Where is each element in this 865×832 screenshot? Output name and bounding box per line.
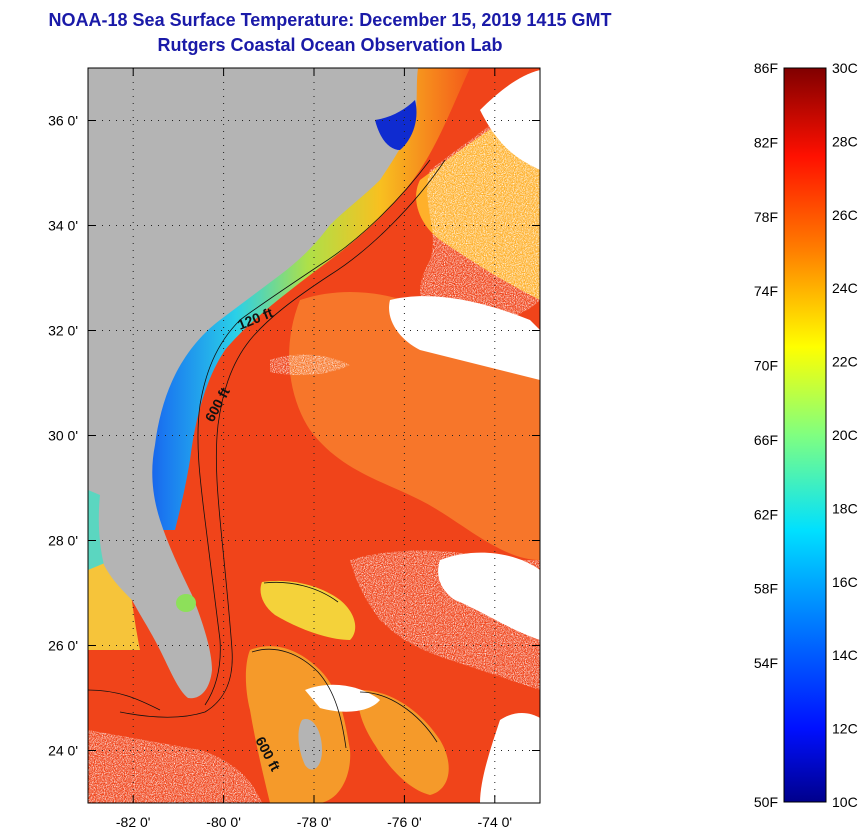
lat-tick-label: 30 0' xyxy=(48,428,78,444)
map-title: NOAA-18 Sea Surface Temperature: Decembe… xyxy=(48,10,612,30)
colorbar-label-c: 24C xyxy=(832,280,858,296)
lake-okeechobee xyxy=(176,594,196,612)
lon-tick-label: -76 0' xyxy=(387,814,422,830)
pamlico-sound xyxy=(375,100,417,150)
lat-tick-label: 32 0' xyxy=(48,323,78,339)
lon-tick-label: -74 0' xyxy=(478,814,513,830)
lon-tick-label: -80 0' xyxy=(206,814,241,830)
colorbar-label-c: 22C xyxy=(832,354,858,370)
colorbar-label-c: 20C xyxy=(832,427,858,443)
colorbar-label-f: 66F xyxy=(754,432,778,448)
colorbar-label-c: 12C xyxy=(832,721,858,737)
colorbar-label-c: 28C xyxy=(832,133,858,149)
colorbar-label-f: 54F xyxy=(754,655,778,671)
longitude-axis: -82 0' -80 0' -78 0' -76 0' -74 0' xyxy=(116,68,512,830)
bathymetry-contours xyxy=(88,159,446,749)
colorbar-label-f: 62F xyxy=(754,506,778,522)
lat-tick-label: 24 0' xyxy=(48,743,78,759)
colorbar-labels-celsius: 30C 28C 26C 24C 22C 20C 18C 16C 14C 12C 10C xyxy=(832,60,858,810)
bahamas-bank-south xyxy=(358,690,449,795)
map-subtitle: Rutgers Coastal Ocean Observation Lab xyxy=(157,35,503,55)
colorbar-label-c: 26C xyxy=(832,207,858,223)
colorbar xyxy=(783,67,827,803)
colorbar-label-f: 74F xyxy=(754,283,778,299)
bahamas-bank-north xyxy=(260,580,356,640)
colorbar-label-c: 16C xyxy=(832,574,858,590)
colorbar-label-f: 82F xyxy=(754,134,778,150)
colorbar-label-c: 10C xyxy=(832,794,858,810)
colorbar-label-c: 18C xyxy=(832,500,858,516)
colorbar-label-f: 58F xyxy=(754,581,778,597)
colorbar-label-f: 78F xyxy=(754,209,778,225)
lat-tick-label: 34 0' xyxy=(48,218,78,234)
bahamas-island-andros xyxy=(298,719,322,770)
colorbar-label-c: 30C xyxy=(832,60,858,76)
colorbar-label-f: 70F xyxy=(754,358,778,374)
colorbar-labels-fahrenheit: 86F 82F 78F 74F 70F 66F 62F 58F 54F 50F xyxy=(754,60,778,810)
lat-tick-label: 26 0' xyxy=(48,638,78,654)
lat-tick-label: 36 0' xyxy=(48,113,78,129)
latitude-axis: 24 0' 26 0' 28 0' 30 0' 32 0' 34 0' 36 0' xyxy=(48,113,540,759)
colorbar-label-f: 50F xyxy=(754,794,778,810)
lon-tick-label: -78 0' xyxy=(297,814,332,830)
lon-tick-label: -82 0' xyxy=(116,814,151,830)
colorbar-label-f: 86F xyxy=(754,60,778,76)
land-mainland xyxy=(88,68,418,699)
colorbar-label-c: 14C xyxy=(832,647,858,663)
cloud-cover xyxy=(88,70,540,803)
lat-tick-label: 28 0' xyxy=(48,533,78,549)
